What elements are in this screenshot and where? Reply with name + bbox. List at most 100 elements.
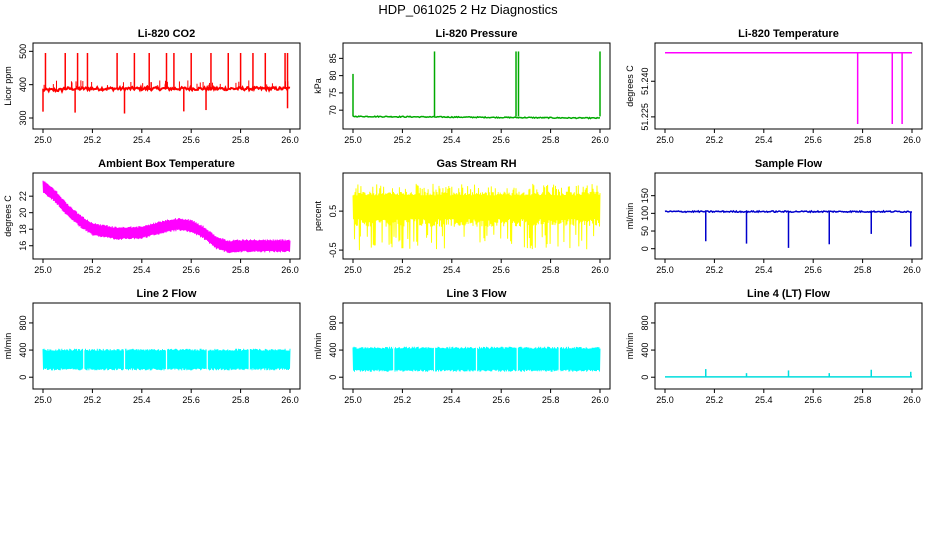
plot-frame	[32, 302, 301, 390]
y-tick-label: 80	[328, 71, 338, 81]
plot-frame	[32, 172, 301, 260]
y-axis-label: ml/min	[625, 333, 635, 360]
y-tick-label: 75	[328, 88, 338, 98]
y-tick-label: 16	[18, 241, 28, 251]
x-tick-label: 25.2	[706, 135, 724, 145]
y-tick-label: 0.5	[328, 205, 338, 218]
rh-band	[352, 183, 601, 251]
y-tick-label: 50	[640, 226, 650, 236]
x-tick-label: 26.0	[281, 395, 299, 405]
x-tick-label: 25.4	[133, 135, 151, 145]
x-tick-label: 25.0	[344, 265, 362, 275]
x-tick-label: 25.2	[394, 265, 412, 275]
y-tick-label: 20	[18, 208, 28, 218]
x-tick-label: 25.8	[854, 265, 872, 275]
plot-frame	[32, 42, 301, 130]
chart-panel-li-820-co2: Li-820 CO2 25.0 25.2 25.4 25.6 25.8 26.0 300 400…	[3, 28, 301, 145]
y-axis-label: ml/min	[3, 333, 13, 360]
plot-frame	[654, 172, 923, 260]
x-tick-label: 25.2	[84, 135, 102, 145]
x-tick-label: 25.6	[804, 395, 822, 405]
y-axis-label: ml/min	[313, 333, 323, 360]
chart-title: Li-820 Pressure	[436, 28, 518, 40]
y-axis-label: Licor ppm	[3, 66, 13, 106]
series-line-4	[665, 369, 912, 378]
x-tick-label: 25.8	[232, 265, 250, 275]
plot-frame	[654, 42, 923, 130]
series-sample-flow	[664, 209, 912, 248]
x-tick-label: 26.0	[591, 135, 609, 145]
y-axis-label: degrees C	[625, 65, 635, 107]
y-tick-label: 100	[640, 206, 650, 221]
x-tick-label: 25.4	[443, 395, 461, 405]
x-tick-label: 25.4	[443, 265, 461, 275]
x-tick-label: 25.4	[755, 395, 773, 405]
x-tick-label: 26.0	[903, 395, 921, 405]
x-tick-label: 25.6	[492, 135, 510, 145]
series-temperature	[665, 51, 912, 124]
chart-panel-line-3-flow: Line 3 Flow 25.0 25.2 25.4 25.6 25.8 26.0 0 400 8…	[313, 288, 611, 405]
y-tick-label: 51.240	[640, 67, 650, 95]
chart-panel-li-820-temperature: Li-820 Temperature 25.0 25.2 25.4 25.6 25.8 26…	[625, 28, 923, 145]
x-tick-label: 25.4	[133, 395, 151, 405]
y-tick-label: 800	[640, 315, 650, 330]
chart-title: Gas Stream RH	[436, 158, 516, 170]
y-tick-label: 400	[18, 77, 28, 92]
x-tick-label: 25.0	[34, 265, 52, 275]
x-tick-label: 25.4	[443, 135, 461, 145]
chart-panel-line-4-lt-flow: Line 4 (LT) Flow 25.0 25.2 25.4 25.6 25.8 26.0…	[625, 288, 923, 405]
x-tick-label: 25.0	[656, 265, 674, 275]
chart-panel-ambient-box-temperature: Ambient Box Temperature 25.0 25.2 25.4 25.6 2…	[3, 158, 301, 275]
x-tick-label: 25.0	[344, 395, 362, 405]
series-line-3	[352, 346, 601, 372]
x-tick-label: 25.8	[854, 395, 872, 405]
x-tick-label: 26.0	[281, 265, 299, 275]
series-box-temp	[42, 180, 291, 254]
y-tick-label: 400	[640, 343, 650, 358]
figure-title: HDP_061025 2 Hz Diagnostics	[378, 2, 558, 17]
x-tick-label: 25.6	[182, 395, 200, 405]
x-tick-label: 26.0	[903, 265, 921, 275]
x-tick-label: 25.0	[34, 135, 52, 145]
chart-title: Ambient Box Temperature	[98, 158, 235, 170]
x-tick-label: 26.0	[591, 265, 609, 275]
x-tick-label: 25.8	[542, 135, 560, 145]
x-tick-label: 25.8	[232, 395, 250, 405]
y-axis-label: kPa	[313, 78, 323, 94]
x-tick-label: 25.2	[706, 265, 724, 275]
x-tick-label: 26.0	[591, 395, 609, 405]
x-tick-label: 25.8	[542, 395, 560, 405]
x-tick-label: 25.8	[542, 265, 560, 275]
x-tick-label: 25.2	[706, 395, 724, 405]
y-tick-label: -0.5	[328, 242, 338, 258]
x-tick-label: 25.2	[84, 395, 102, 405]
chart-panel-gas-stream-rh: Gas Stream RH 25.0 25.2 25.4 25.6 25.8 26.0 -0.…	[313, 158, 611, 275]
plot-frame	[654, 302, 923, 390]
chart-title: Line 3 Flow	[447, 288, 507, 300]
y-axis-label: degrees C	[3, 195, 13, 237]
box-temp-band	[42, 180, 291, 254]
series-line-2	[42, 348, 291, 371]
x-tick-label: 26.0	[281, 135, 299, 145]
chart-title: Line 4 (LT) Flow	[747, 288, 830, 300]
plot-frame	[342, 172, 611, 260]
y-tick-label: 800	[328, 315, 338, 330]
x-tick-label: 26.0	[903, 135, 921, 145]
chart-panel-sample-flow: Sample Flow 25.0 25.2 25.4 25.6 25.8 26.0 0 50 10…	[625, 158, 923, 275]
x-tick-label: 25.6	[492, 395, 510, 405]
chart-title: Li-820 CO2	[138, 28, 195, 40]
y-tick-label: 0	[640, 246, 650, 251]
x-tick-label: 25.6	[804, 265, 822, 275]
x-tick-label: 25.0	[344, 135, 362, 145]
y-tick-label: 18	[18, 224, 28, 234]
x-tick-label: 25.0	[656, 395, 674, 405]
series-pressure	[352, 51, 601, 120]
chart-panel-line-2-flow: Line 2 Flow 25.0 25.2 25.4 25.6 25.8 26.0 0 400 8…	[3, 288, 301, 405]
y-tick-label: 22	[18, 191, 28, 201]
chart-title: Line 2 Flow	[137, 288, 197, 300]
y-tick-label: 0	[328, 375, 338, 380]
y-tick-label: 150	[640, 188, 650, 203]
pressure-line	[352, 115, 600, 120]
sample-flow-line	[664, 209, 912, 214]
